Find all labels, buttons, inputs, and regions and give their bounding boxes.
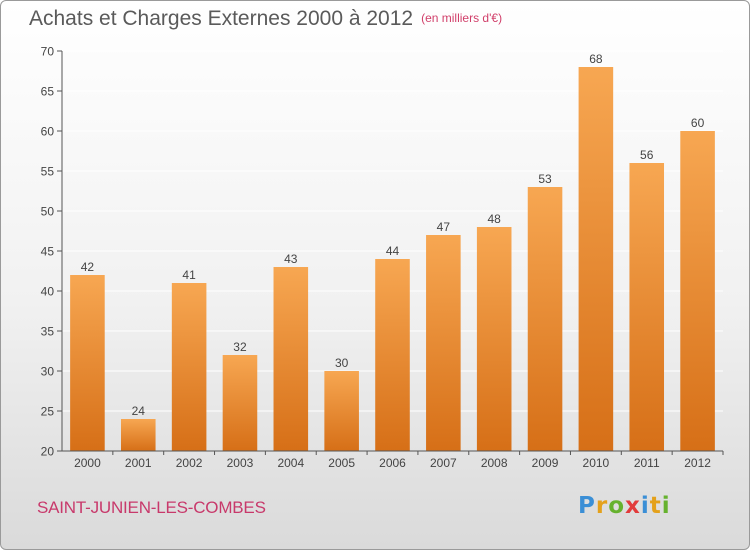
y-tick-label: 35 bbox=[41, 325, 55, 339]
x-tick-label: 2004 bbox=[277, 456, 304, 470]
y-tick-label: 45 bbox=[41, 245, 55, 259]
x-tick-label: 2010 bbox=[583, 456, 610, 470]
x-tick-label: 2007 bbox=[430, 456, 457, 470]
bars-layer: 42 24 41 32 43 30 44 47 48 53 68 56 60 bbox=[70, 52, 715, 451]
value-label: 42 bbox=[81, 260, 95, 274]
axis-layer: 20 25 30 35 40 45 50 55 60 65 70 2000 2001 2002 2003 20… bbox=[41, 45, 724, 470]
x-tick-label: 2003 bbox=[227, 456, 254, 470]
value-label: 60 bbox=[691, 116, 705, 130]
y-tick-label: 65 bbox=[41, 85, 55, 99]
bar-2003 bbox=[222, 355, 258, 451]
value-label: 47 bbox=[437, 220, 451, 234]
bar-2007 bbox=[426, 235, 461, 451]
value-label: 30 bbox=[335, 356, 349, 370]
bar-2010 bbox=[578, 67, 614, 451]
value-label: 48 bbox=[488, 212, 502, 226]
chart-subtitle: (en milliers d'€) bbox=[421, 11, 503, 25]
y-tick-label: 55 bbox=[41, 165, 55, 179]
bar-2002 bbox=[171, 283, 207, 451]
value-label: 44 bbox=[386, 244, 400, 258]
bar-2004 bbox=[273, 267, 309, 451]
y-tick-label: 40 bbox=[41, 285, 55, 299]
y-tick-label: 70 bbox=[41, 45, 55, 59]
x-tick-label: 2000 bbox=[74, 456, 101, 470]
bar-2012 bbox=[680, 131, 715, 451]
x-tick-label: 2001 bbox=[125, 456, 152, 470]
value-label: 68 bbox=[589, 52, 603, 66]
value-label: 56 bbox=[640, 148, 654, 162]
bar-2005 bbox=[324, 371, 359, 451]
chart-title-text: Achats et Charges Externes 2000 à 2012 bbox=[29, 7, 414, 30]
commune-name: SAINT-JUNIEN-LES-COMBES bbox=[37, 498, 266, 517]
value-label: 53 bbox=[538, 172, 552, 186]
x-tick-label: 2006 bbox=[379, 456, 406, 470]
bar-2000 bbox=[70, 275, 105, 451]
bar-2011 bbox=[629, 163, 665, 451]
value-label: 32 bbox=[233, 340, 247, 354]
chart-title: Achats et Charges Externes 2000 à 2012 (e… bbox=[29, 7, 502, 31]
value-label: 24 bbox=[132, 404, 146, 418]
x-tick-label: 2009 bbox=[532, 456, 559, 470]
bar-2009 bbox=[527, 187, 563, 451]
x-tick-label: 2002 bbox=[176, 456, 203, 470]
y-tick-label: 50 bbox=[41, 205, 55, 219]
proxiti-logo[interactable]: Proxiti bbox=[578, 493, 671, 519]
x-tick-label: 2011 bbox=[634, 456, 660, 470]
y-tick-label: 30 bbox=[41, 365, 55, 379]
value-label: 43 bbox=[284, 252, 298, 266]
x-tick-label: 2005 bbox=[328, 456, 355, 470]
y-tick-label: 20 bbox=[41, 445, 55, 459]
bar-2006 bbox=[375, 259, 410, 451]
y-tick-label: 25 bbox=[41, 405, 55, 419]
bar-2008 bbox=[476, 227, 512, 451]
x-tick-label: 2008 bbox=[481, 456, 508, 470]
x-tick-label: 2012 bbox=[684, 456, 711, 470]
value-label: 41 bbox=[182, 268, 196, 282]
y-tick-label: 60 bbox=[41, 125, 55, 139]
bar-2001 bbox=[120, 419, 156, 451]
